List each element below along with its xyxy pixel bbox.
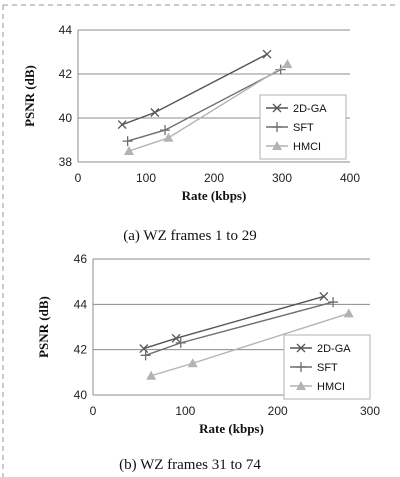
chart-b-point-2d-ga (171, 333, 181, 343)
chart-a-legend-marker (272, 122, 282, 132)
chart-b-point-2d-ga (319, 291, 329, 301)
chart-b-y-tick-label: 46 (74, 252, 88, 266)
chart-b-legend-marker (296, 381, 306, 390)
chart-a-legend-label: HMCI (293, 141, 321, 153)
chart-a-series-line-sft (127, 68, 281, 142)
chart-a-point-2d-ga (150, 108, 160, 117)
chart-b-y-tick-label: 42 (74, 343, 88, 357)
chart-b-x-tick-label: 200 (268, 404, 288, 418)
chart-b-point-hmci (146, 370, 157, 380)
chart-a-x-tick-label: 300 (272, 171, 292, 185)
chart-a-point-hmci (163, 132, 174, 142)
chart-b-point-sft (175, 337, 186, 348)
chart-a-legend-label: SFT (293, 122, 314, 134)
chart-a-x-axis-title: Rate (kbps) (182, 188, 247, 203)
chart-a-legend-marker (272, 103, 282, 113)
chart-a-point-hmci (282, 59, 293, 69)
chart-b-point-sft (140, 350, 151, 361)
chart-a: 38 40 42 44 0 100 200 300 400 Rate (kbps) PSNR (dB… (22, 23, 360, 203)
chart-b-point-2d-ga (139, 344, 149, 353)
chart-b-point-hmci (187, 358, 198, 368)
chart-a-y-tick-label: 44 (59, 23, 73, 37)
chart-b-y-axis-title: PSNR (dB) (36, 296, 51, 358)
chart-a-point-sft (122, 136, 133, 147)
chart-b-legend-marker (296, 343, 306, 353)
chart-a-y-axis-title: PSNR (dB) (22, 65, 37, 127)
chart-b-legend-marker (296, 362, 306, 372)
chart-a-point-2d-ga (117, 120, 127, 130)
chart-b-x-tick-label: 300 (360, 404, 380, 418)
chart-a-legend-marker (272, 141, 282, 150)
chart-a-x-tick-label: 200 (204, 171, 224, 185)
chart-b-legend-label: 2D-GA (317, 343, 351, 355)
chart-a-x-tick-label: 400 (340, 171, 360, 185)
chart-b: 40 42 44 46 0 100 200 300 Rate (kbps) PSNR (dB) 2D… (36, 252, 380, 436)
chart-b-y-tick-label: 40 (74, 388, 88, 402)
chart-b-x-tick-label: 0 (90, 404, 97, 418)
chart-b-legend-label: SFT (317, 362, 338, 374)
chart-a-y-tick-label: 42 (59, 67, 73, 81)
chart-a-y-tick-label: 40 (59, 111, 73, 125)
chart-a-legend-label: 2D-GA (293, 103, 327, 115)
chart-b-point-sft (328, 297, 339, 308)
chart-a-x-tick-label: 0 (75, 171, 82, 185)
chart-b-point-hmci (343, 308, 354, 318)
chart-a-y-tick-label: 38 (59, 155, 73, 169)
caption-a: (a) WZ frames 1 to 29 (123, 228, 257, 244)
chart-a-x-tick-label: 100 (136, 171, 156, 185)
chart-b-x-tick-label: 100 (175, 404, 195, 418)
chart-a-point-sft (160, 125, 171, 136)
caption-b: (b) WZ frames 31 to 74 (119, 457, 261, 473)
chart-b-legend-label: HMCI (317, 381, 345, 393)
chart-b-y-tick-label: 44 (74, 297, 88, 311)
chart-a-point-hmci (124, 146, 134, 155)
chart-a-point-2d-ga (262, 49, 272, 59)
chart-b-x-axis-title: Rate (kbps) (199, 421, 264, 436)
